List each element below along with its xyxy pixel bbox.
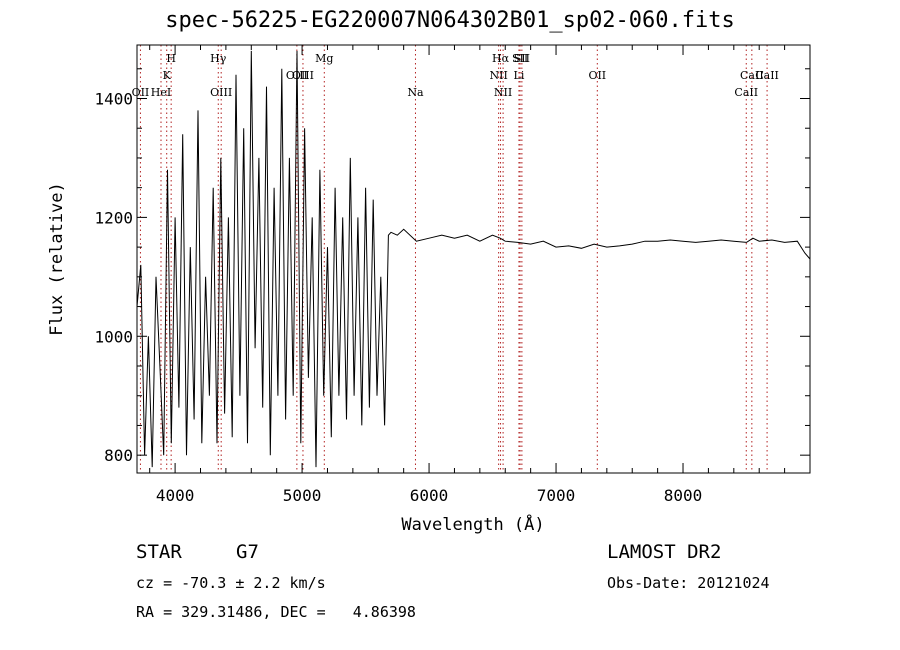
emission-line-label: CaII bbox=[755, 69, 779, 82]
x-tick-label: 6000 bbox=[410, 486, 449, 505]
emission-line-label: OIII bbox=[210, 86, 232, 99]
spectrum-line bbox=[136, 50, 811, 468]
emission-line-label: Hα bbox=[492, 52, 510, 65]
spectrum-series bbox=[136, 50, 811, 468]
emission-line-label: OII bbox=[588, 69, 606, 82]
emission-line-label: OIII bbox=[286, 69, 308, 82]
x-tick-label: 5000 bbox=[283, 486, 322, 505]
observation-date: Obs-Date: 20121024 bbox=[607, 574, 770, 592]
y-tick-label: 800 bbox=[104, 446, 133, 465]
y-tick-label: 1400 bbox=[94, 90, 133, 109]
x-axis-label: Wavelength (Å) bbox=[401, 513, 544, 535]
x-tick-label: 8000 bbox=[664, 486, 703, 505]
emission-line-label: OII bbox=[132, 86, 150, 99]
emission-line-label: SII bbox=[514, 52, 530, 65]
object-subclass: G7 bbox=[236, 541, 259, 563]
plot-frame bbox=[136, 44, 811, 474]
y-axis-label: Flux (relative) bbox=[47, 182, 67, 336]
emission-line-label: CaII bbox=[740, 69, 764, 82]
emission-line-label: NII bbox=[489, 69, 507, 82]
emission-line-label: K bbox=[163, 69, 172, 82]
emission-line-label: Hγ bbox=[210, 52, 227, 65]
redshift-text: cz = -70.3 ± 2.2 km/s bbox=[136, 574, 326, 592]
emission-line-label: H bbox=[166, 52, 176, 65]
survey-name: LAMOST DR2 bbox=[607, 541, 722, 563]
y-axis: 800 1000 1200 1400 bbox=[94, 68, 810, 465]
coordinates-text: RA = 329.31486, DEC = 4.86398 bbox=[136, 603, 416, 621]
x-axis: 4000 5000 6000 7000 8000 bbox=[149, 45, 786, 505]
emission-line-label: HeI bbox=[151, 86, 171, 99]
y-tick-label: 1200 bbox=[94, 208, 133, 227]
x-tick-label: 4000 bbox=[156, 486, 195, 505]
emission-line-label: Na bbox=[407, 86, 424, 99]
y-tick-label: 1000 bbox=[94, 327, 133, 346]
emission-line-label: OIII bbox=[292, 69, 314, 82]
emission-line-label: NII bbox=[494, 86, 512, 99]
x-tick-label: 7000 bbox=[537, 486, 576, 505]
emission-line-label: Mg bbox=[315, 52, 333, 65]
emission-line-label: SII bbox=[512, 52, 528, 65]
emission-line-label: CaII bbox=[734, 86, 758, 99]
chart-title: spec-56225-EG220007N064302B01_sp02-060.f… bbox=[165, 8, 735, 33]
object-class: STAR bbox=[136, 541, 182, 563]
emission-line-label: Li bbox=[514, 69, 525, 82]
